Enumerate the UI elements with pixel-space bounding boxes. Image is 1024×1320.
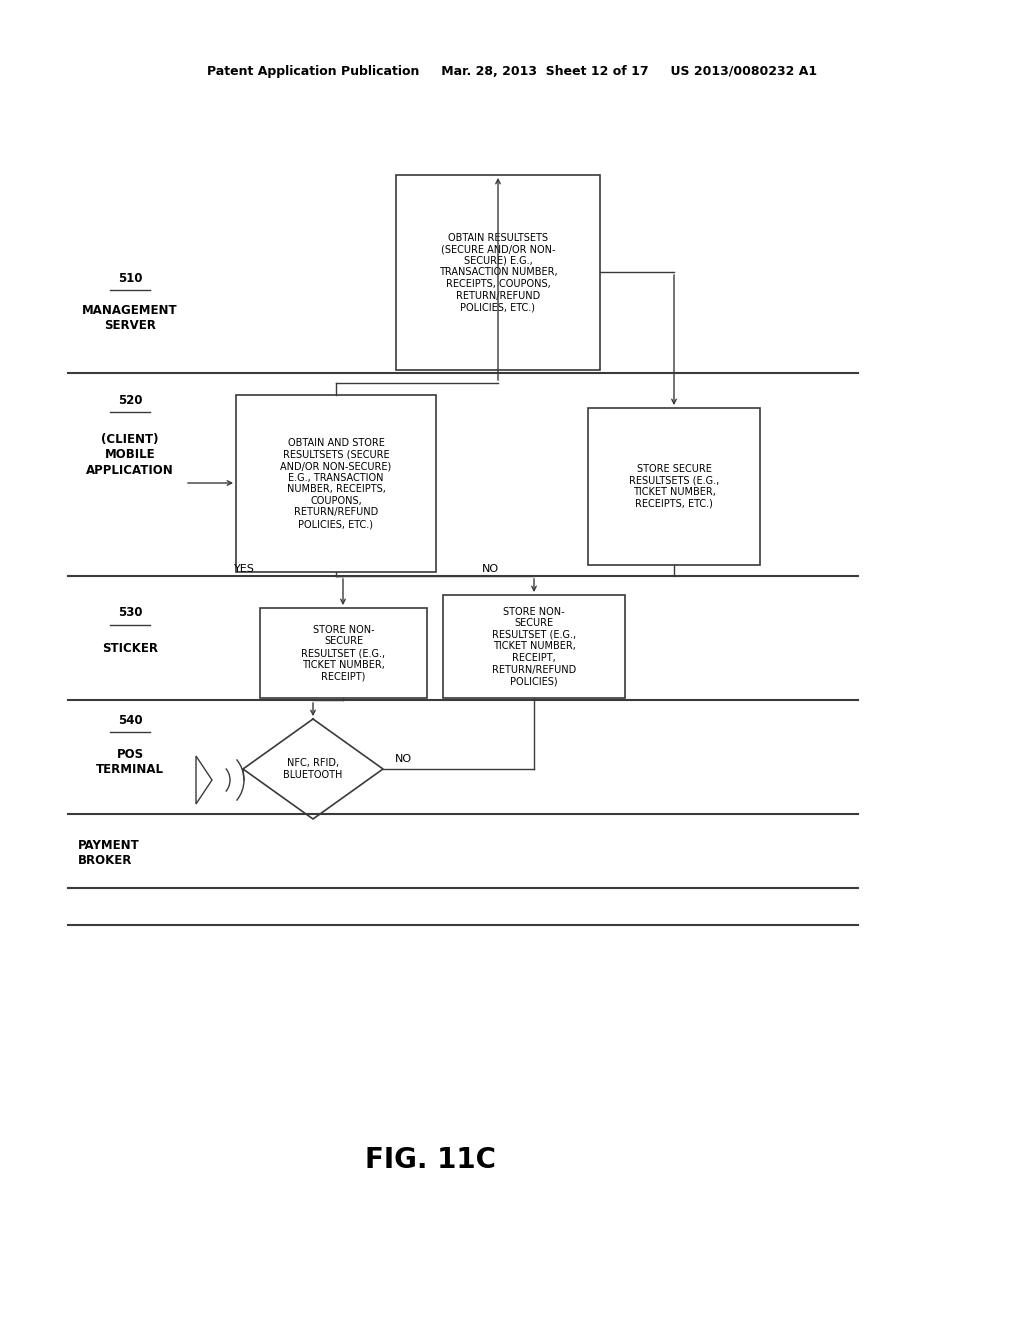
Text: PAYMENT
BROKER: PAYMENT BROKER <box>78 840 139 867</box>
Text: STORE NON-
SECURE
RESULTSET (E.G.,
TICKET NUMBER,
RECEIPT,
RETURN/REFUND
POLICIE: STORE NON- SECURE RESULTSET (E.G., TICKE… <box>492 607 577 686</box>
Bar <box>260 609 427 698</box>
Bar <box>588 408 760 565</box>
Polygon shape <box>196 756 212 804</box>
Text: NO: NO <box>481 564 499 574</box>
Text: (CLIENT)
MOBILE
APPLICATION: (CLIENT) MOBILE APPLICATION <box>86 433 174 477</box>
Text: Patent Application Publication     Mar. 28, 2013  Sheet 12 of 17     US 2013/008: Patent Application Publication Mar. 28, … <box>207 66 817 78</box>
Text: POS
TERMINAL: POS TERMINAL <box>96 748 164 776</box>
Text: 540: 540 <box>118 714 142 726</box>
Bar <box>236 395 436 572</box>
Text: 510: 510 <box>118 272 142 285</box>
Text: NO: NO <box>395 754 412 764</box>
Text: STORE NON-
SECURE
RESULTSET (E.G.,
TICKET NUMBER,
RECEIPT): STORE NON- SECURE RESULTSET (E.G., TICKE… <box>301 624 386 681</box>
Text: NFC, RFID,
BLUETOOTH: NFC, RFID, BLUETOOTH <box>284 758 343 780</box>
Bar <box>396 176 600 370</box>
Text: OBTAIN RESULTSETS
(SECURE AND/OR NON-
SECURE) E.G.,
TRANSACTION NUMBER,
RECEIPTS: OBTAIN RESULTSETS (SECURE AND/OR NON- SE… <box>438 232 557 313</box>
Text: OBTAIN AND STORE
RESULTSETS (SECURE
AND/OR NON-SECURE)
E.G., TRANSACTION
NUMBER,: OBTAIN AND STORE RESULTSETS (SECURE AND/… <box>281 438 391 529</box>
Text: 530: 530 <box>118 606 142 619</box>
Text: 520: 520 <box>118 393 142 407</box>
Text: MANAGEMENT
SERVER: MANAGEMENT SERVER <box>82 304 178 333</box>
Bar <box>443 595 625 698</box>
Text: STORE SECURE
RESULTSETS (E.G.,
TICKET NUMBER,
RECEIPTS, ETC.): STORE SECURE RESULTSETS (E.G., TICKET NU… <box>629 465 719 510</box>
Text: YES: YES <box>233 564 254 574</box>
Text: STICKER: STICKER <box>102 642 158 655</box>
Text: FIG. 11C: FIG. 11C <box>365 1146 496 1173</box>
